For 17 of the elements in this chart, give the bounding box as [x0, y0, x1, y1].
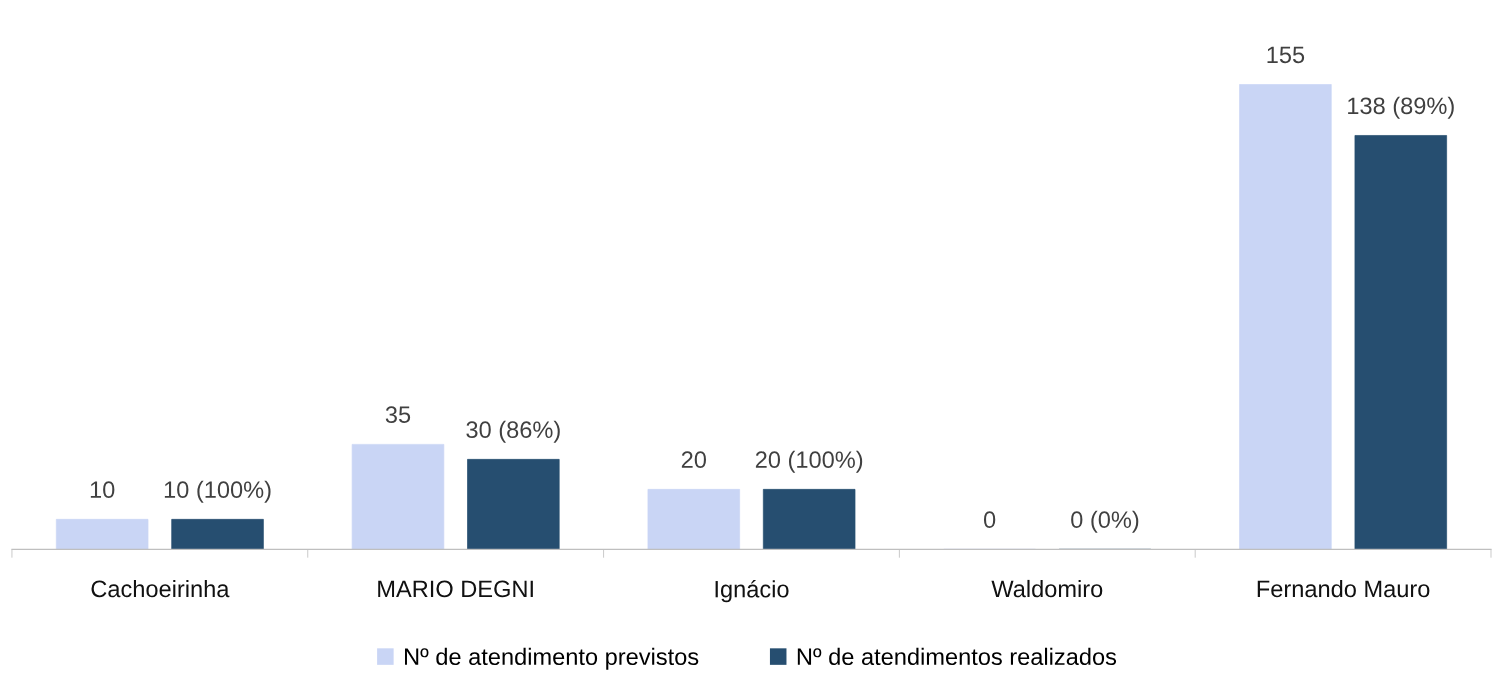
x-tick-label: Fernando Mauro: [1257, 579, 1430, 598]
data-label: 0 (0%): [1071, 510, 1139, 533]
data-label: 30 (86%): [466, 420, 560, 443]
data-label: 10 (100%): [164, 480, 271, 503]
x-tick-label: Ignácio: [715, 579, 789, 603]
x-tick-label: MARIO DEGNI: [378, 580, 533, 598]
legend-label: Nº de atendimentos realizados: [797, 647, 1117, 666]
data-label: 20: [681, 451, 707, 469]
data-label: 10: [90, 481, 115, 499]
x-tick-label: Waldomiro: [991, 579, 1103, 598]
data-label: 0: [983, 511, 996, 529]
x-tick-label: Cachoeirinha: [91, 579, 230, 598]
data-label: 138 (89%): [1348, 96, 1454, 119]
data-label: 20 (100%): [755, 450, 863, 473]
legend-label: Nº de atendimento previstos: [405, 647, 699, 670]
data-label: 35: [385, 406, 411, 424]
data-label: 155: [1267, 46, 1305, 64]
